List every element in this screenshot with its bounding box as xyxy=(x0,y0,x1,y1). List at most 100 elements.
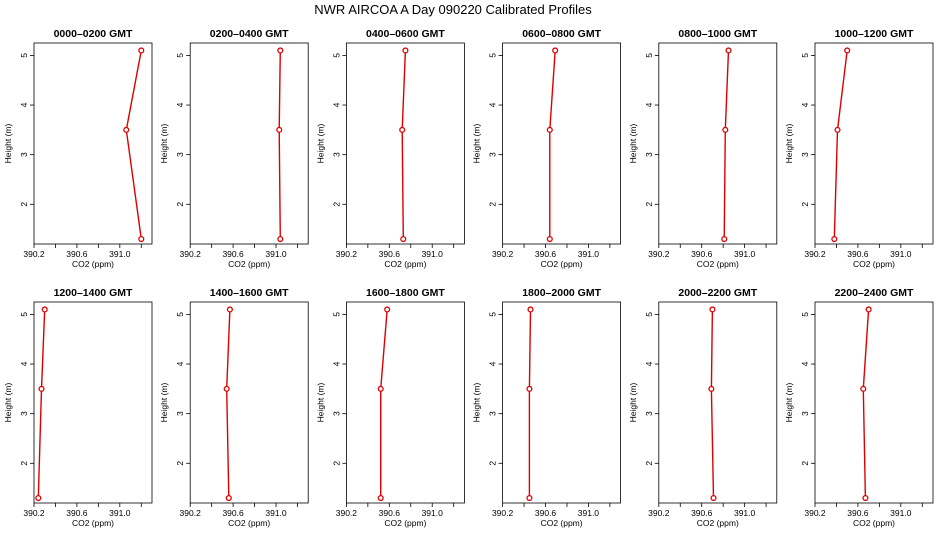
plot-frame xyxy=(814,42,934,245)
y-axis-label: Height (m) xyxy=(784,383,794,423)
x-tick-label: 390.2 xyxy=(492,249,514,259)
x-axis-label: CO2 (ppm) xyxy=(72,259,114,269)
panel-4: 0600–0800 GMT 390.2 390.6 391.0 2 3 4 5 CO2 (ppm… xyxy=(472,28,622,269)
plot-frame xyxy=(189,42,309,245)
y-axis-label: Height (m) xyxy=(628,124,638,164)
y-axis-label: Height (m) xyxy=(472,383,482,423)
x-tick-label: 390.6 xyxy=(847,508,869,518)
y-tick-label: 2 xyxy=(175,461,185,466)
profile-point xyxy=(400,235,407,243)
x-tick-label: 391.0 xyxy=(890,249,912,259)
y-tick-label: 5 xyxy=(175,53,185,58)
y-tick-label: 5 xyxy=(19,53,29,58)
y-tick-label: 3 xyxy=(19,411,29,416)
y-tick-label: 5 xyxy=(488,312,498,317)
y-tick-label: 2 xyxy=(644,461,654,466)
y-tick-label: 5 xyxy=(800,312,810,317)
y-tick-label: 4 xyxy=(644,361,654,366)
panel-title: 2200–2400 GMT xyxy=(835,287,914,299)
profile-point xyxy=(526,385,533,392)
y-tick-label: 4 xyxy=(19,102,29,107)
y-tick-label: 5 xyxy=(331,312,341,317)
y-tick-label: 5 xyxy=(175,312,185,317)
x-tick-label: 391.0 xyxy=(422,249,444,259)
x-tick-label: 390.2 xyxy=(492,508,514,518)
profile-line xyxy=(862,309,870,499)
panel-title: 1800–2000 GMT xyxy=(522,287,601,299)
x-axis-label: CO2 (ppm) xyxy=(541,518,583,528)
panel-title: 2000–2200 GMT xyxy=(678,287,757,299)
x-tick-label: 390.2 xyxy=(804,508,826,518)
x-tick-label: 390.2 xyxy=(648,249,670,259)
profile-point xyxy=(377,385,384,392)
x-axis-label: CO2 (ppm) xyxy=(853,518,895,528)
y-axis-label: Height (m) xyxy=(784,124,794,164)
panel-9: 1600–1800 GMT 390.2 390.6 391.0 2 3 4 5 CO2 (ppm… xyxy=(315,287,465,528)
panel-6: 1000–1200 GMT 390.2 390.6 391.0 2 3 4 5 CO2 (ppm… xyxy=(784,28,934,269)
y-tick-label: 3 xyxy=(331,152,341,157)
y-tick-label: 4 xyxy=(644,102,654,107)
profile-point xyxy=(709,306,716,313)
profile-point xyxy=(138,47,145,54)
profile-point xyxy=(546,126,553,133)
profile-point xyxy=(860,385,867,392)
x-tick-label: 390.6 xyxy=(535,508,557,518)
y-tick-label: 4 xyxy=(175,361,185,366)
x-tick-label: 390.6 xyxy=(535,249,557,259)
panel-8: 1400–1600 GMT 390.2 390.6 391.0 2 3 4 5 CO2 (ppm… xyxy=(159,287,309,528)
x-tick-label: 390.6 xyxy=(691,249,713,259)
profile-line xyxy=(125,50,142,240)
y-tick-label: 5 xyxy=(644,53,654,58)
panel-5: 0800–1000 GMT 390.2 390.6 391.0 2 3 4 5 CO2 (ppm… xyxy=(628,28,778,269)
profile-line xyxy=(710,309,715,499)
x-tick-label: 390.6 xyxy=(847,249,869,259)
profile-line xyxy=(528,309,532,498)
profile-point xyxy=(527,306,534,313)
x-axis-label: CO2 (ppm) xyxy=(228,518,270,528)
panel-title: 0200–0400 GMT xyxy=(210,28,289,40)
profile-point xyxy=(546,235,553,243)
y-tick-label: 5 xyxy=(800,53,810,58)
panel-title: 0800–1000 GMT xyxy=(678,28,757,40)
x-tick-label: 390.2 xyxy=(648,508,670,518)
y-tick-label: 3 xyxy=(644,411,654,416)
x-axis-label: CO2 (ppm) xyxy=(228,259,270,269)
y-tick-label: 2 xyxy=(488,461,498,466)
x-tick-label: 391.0 xyxy=(578,249,600,259)
panel-12: 2200–2400 GMT 390.2 390.6 391.0 2 3 4 5 CO2 (ppm… xyxy=(784,287,934,528)
panel-10: 1800–2000 GMT 390.2 390.6 391.0 2 3 4 5 CO2 (ppm… xyxy=(472,287,622,528)
x-axis-label: CO2 (ppm) xyxy=(853,259,895,269)
x-tick-label: 391.0 xyxy=(734,508,756,518)
profile-point xyxy=(708,385,715,392)
y-tick-label: 2 xyxy=(644,202,654,207)
profile-line xyxy=(723,50,730,240)
y-tick-label: 5 xyxy=(331,53,341,58)
y-tick-label: 4 xyxy=(331,102,341,107)
x-tick-label: 390.2 xyxy=(180,249,202,259)
profile-point xyxy=(831,235,838,243)
y-tick-label: 4 xyxy=(800,361,810,366)
profile-point xyxy=(399,126,406,133)
x-tick-label: 390.6 xyxy=(222,508,244,518)
x-tick-label: 391.0 xyxy=(422,508,444,518)
x-tick-label: 390.6 xyxy=(66,508,88,518)
profile-point xyxy=(552,47,559,54)
profile-point xyxy=(722,126,729,133)
plot-frame xyxy=(189,301,309,504)
x-axis-label: CO2 (ppm) xyxy=(384,518,426,528)
profile-point xyxy=(223,385,230,392)
y-tick-label: 4 xyxy=(800,102,810,107)
x-tick-label: 390.2 xyxy=(180,508,202,518)
x-tick-label: 390.6 xyxy=(379,508,401,518)
panel-2: 0200–0400 GMT 390.2 390.6 391.0 2 3 4 5 CO2 (ppm… xyxy=(159,28,309,269)
x-tick-label: 391.0 xyxy=(890,508,912,518)
profile-point xyxy=(710,494,717,502)
x-tick-label: 390.6 xyxy=(379,249,401,259)
y-tick-label: 4 xyxy=(175,102,185,107)
x-tick-label: 390.2 xyxy=(23,249,45,259)
profile-point xyxy=(844,47,851,54)
profile-point xyxy=(384,306,391,313)
plot-frame xyxy=(502,301,622,504)
y-tick-label: 2 xyxy=(488,202,498,207)
y-tick-label: 2 xyxy=(331,461,341,466)
